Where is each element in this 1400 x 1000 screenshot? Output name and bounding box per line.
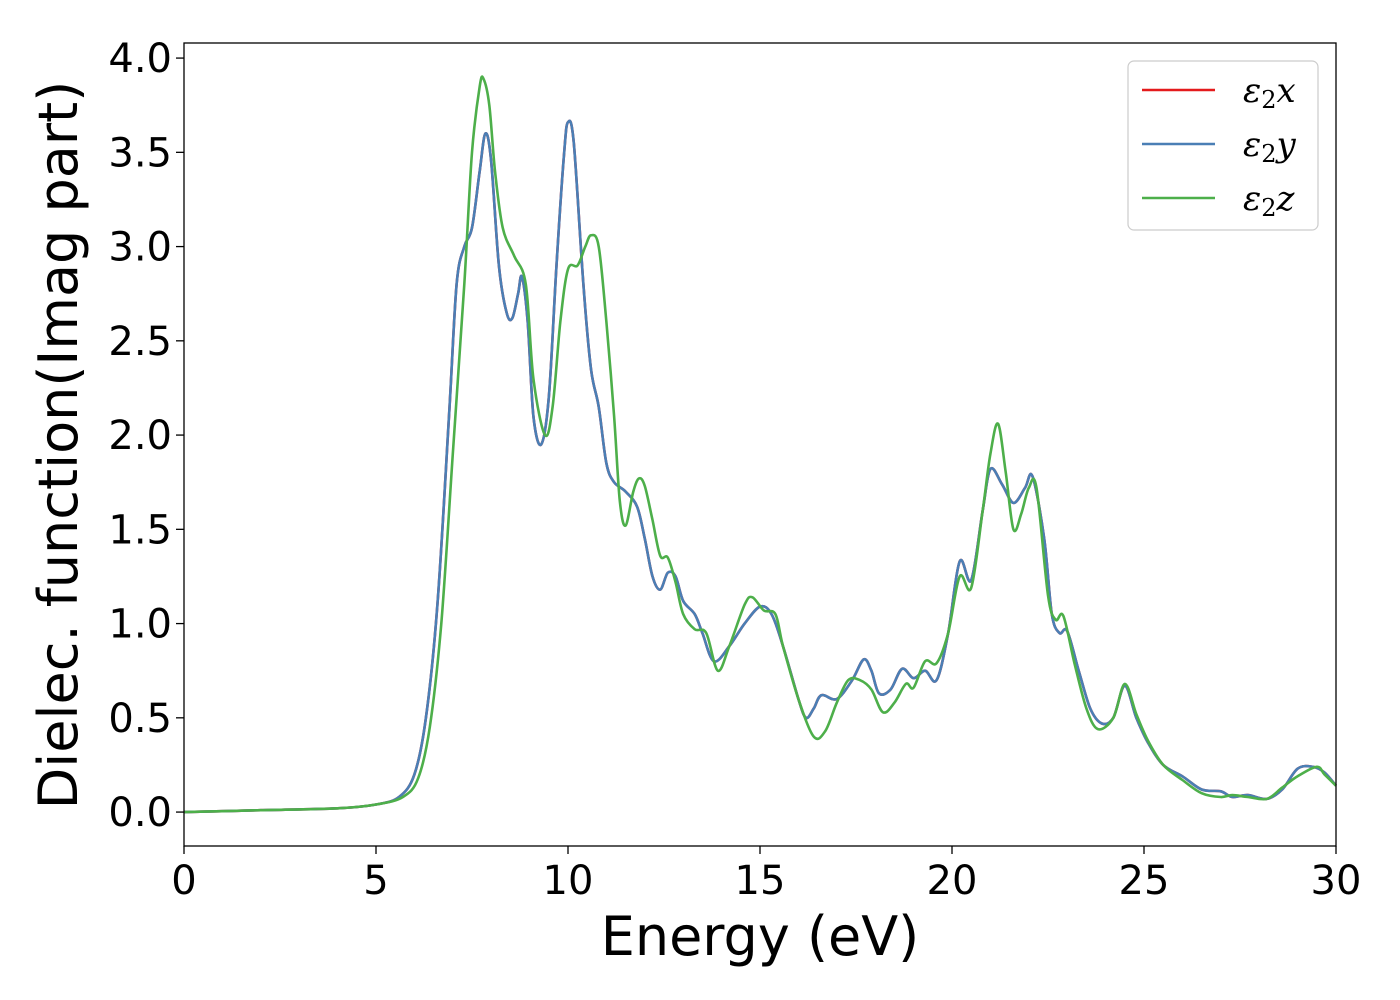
y-tick-label: 3.0 — [108, 225, 172, 271]
x-tick-label: 0 — [171, 858, 196, 904]
series-line-2 — [183, 119, 1337, 814]
y-tick-label: 3.5 — [108, 130, 172, 176]
legend-label: ε2x — [1243, 71, 1296, 114]
x-axis-title: Energy (eV) — [601, 905, 920, 968]
series-line-3 — [183, 75, 1337, 814]
legend-label: ε2y — [1243, 125, 1297, 168]
y-tick-label: 1.0 — [108, 602, 172, 648]
plot-lines — [183, 75, 1337, 814]
y-axis-title: Dielec. function(Imag part) — [27, 81, 90, 810]
y-axis: 0.0 0.5 1.0 1.5 2.0 2.5 3.0 3.5 4.0 — [108, 36, 184, 836]
y-tick-label: 1.5 — [108, 507, 172, 553]
x-tick-label: 20 — [927, 858, 978, 904]
x-tick-label: 5 — [363, 858, 388, 904]
y-tick-label: 0.0 — [108, 790, 172, 836]
y-tick-label: 2.5 — [108, 319, 172, 365]
y-tick-label: 2.0 — [108, 413, 172, 459]
legend-label: ε2z — [1243, 179, 1296, 222]
x-axis: 0 5 10 15 20 25 30 — [171, 846, 1361, 904]
y-tick-label: 4.0 — [108, 36, 172, 82]
x-tick-label: 25 — [1119, 858, 1170, 904]
x-tick-label: 30 — [1311, 858, 1362, 904]
legend-box — [1127, 60, 1319, 231]
legend: ε2x ε2y ε2z — [1127, 60, 1319, 231]
y-tick-label: 0.5 — [108, 696, 172, 742]
x-tick-label: 15 — [735, 858, 786, 904]
x-tick-label: 10 — [543, 858, 594, 904]
